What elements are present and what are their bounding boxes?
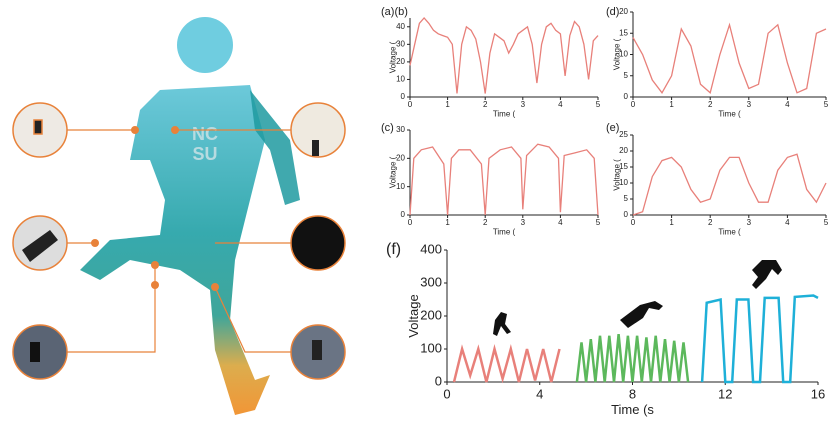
x-tick-label: 3 [747, 218, 752, 227]
runner-icon [493, 312, 511, 336]
data-line [409, 143, 599, 216]
runner-body [80, 85, 270, 415]
x-tick-label: 0 [408, 218, 413, 227]
y-tick-label: 20 [619, 7, 628, 16]
y-axis-title: Voltage [406, 294, 421, 337]
x-tick-label: 5 [824, 100, 829, 109]
x-tick-label: 0 [631, 100, 636, 109]
y-tick-label: 15 [619, 162, 628, 171]
x-tick-label: 5 [596, 100, 601, 109]
x-tick-label: 2 [483, 218, 488, 227]
y-axis-title: Voltage ( [613, 38, 622, 70]
x-tick-label: 5 [824, 218, 829, 227]
x-axis-title: Time ( [718, 110, 741, 119]
y-tick-label: 0 [401, 92, 406, 101]
x-tick-label: 3 [521, 218, 526, 227]
x-tick-label: 4 [785, 218, 790, 227]
y-tick-label: 0 [624, 210, 629, 219]
shirt-text: SU [192, 144, 217, 164]
x-tick-label: 0 [443, 386, 450, 401]
y-tick-label: 300 [420, 274, 442, 289]
x-tick-label: 4 [558, 218, 563, 227]
y-tick-label: 10 [619, 50, 628, 59]
x-tick-label: 2 [708, 100, 713, 109]
x-tick-label: 3 [747, 100, 752, 109]
y-tick-label: 100 [420, 340, 442, 355]
x-tick-label: 0 [631, 218, 636, 227]
x-axis-title: Time ( [493, 110, 516, 119]
x-tick-label: 16 [811, 386, 825, 401]
y-tick-label: 20 [619, 146, 628, 155]
x-tick-label: 1 [669, 218, 674, 227]
y-axis-title: Voltage ( [389, 41, 398, 73]
x-tick-label: 2 [483, 100, 488, 109]
y-tick-label: 10 [619, 178, 628, 187]
panel-label: (f) [386, 241, 401, 258]
x-tick-label: 1 [445, 100, 450, 109]
x-tick-label: 12 [718, 386, 732, 401]
x-tick-label: 4 [558, 100, 563, 109]
x-tick-label: 4 [785, 100, 790, 109]
y-tick-label: 5 [624, 194, 629, 203]
y-axis-title: Voltage ( [389, 156, 398, 188]
panel-label: (a)(b) [381, 6, 408, 18]
x-tick-label: 5 [596, 218, 601, 227]
y-tick-label: 40 [396, 22, 405, 31]
x-tick-label: 2 [708, 218, 713, 227]
x-tick-label: 1 [669, 100, 674, 109]
panel-label: (e) [606, 122, 619, 134]
data-line [632, 22, 827, 94]
x-tick-label: 4 [536, 386, 543, 401]
head [177, 17, 233, 73]
data-line [700, 294, 819, 384]
y-tick-label: 5 [624, 71, 629, 80]
x-tick-label: 3 [521, 100, 526, 109]
panel-label: (c) [381, 122, 394, 134]
data-line [575, 333, 690, 383]
shirt-text: NC [192, 124, 218, 144]
runner-icons [493, 260, 782, 336]
x-tick-label: 1 [445, 218, 450, 227]
x-tick-label: 8 [629, 386, 636, 401]
runner-illustration: NC SU [12, 17, 346, 415]
y-tick-label: 10 [396, 182, 405, 191]
photo-circles [12, 102, 346, 380]
y-tick-label: 400 [420, 241, 442, 256]
y-axis-title: Voltage ( [613, 159, 622, 191]
x-tick-label: 0 [408, 100, 413, 109]
y-tick-label: 0 [401, 210, 406, 219]
runner-icon [620, 301, 663, 328]
y-tick-label: 0 [624, 92, 629, 101]
runner-arm [250, 90, 300, 205]
connector-lines [67, 129, 291, 353]
data-line [409, 17, 599, 94]
y-tick-label: 10 [396, 75, 405, 84]
y-tick-label: 30 [396, 39, 405, 48]
y-tick-label: 25 [619, 130, 628, 139]
x-axis-title: Time ( [718, 228, 741, 237]
y-tick-label: 20 [396, 57, 405, 66]
panel-label: (d) [606, 6, 619, 18]
sensor-dots [91, 126, 219, 291]
x-axis-title: Time (s [611, 402, 654, 417]
y-tick-label: 20 [396, 153, 405, 162]
data-line [632, 153, 827, 216]
runner-icon [752, 260, 782, 289]
y-tick-label: 200 [420, 307, 442, 322]
data-line [452, 344, 561, 384]
x-axis-title: Time ( [493, 228, 516, 237]
y-tick-label: 30 [396, 125, 405, 134]
y-tick-label: 15 [619, 28, 628, 37]
y-tick-label: 0 [435, 373, 442, 388]
